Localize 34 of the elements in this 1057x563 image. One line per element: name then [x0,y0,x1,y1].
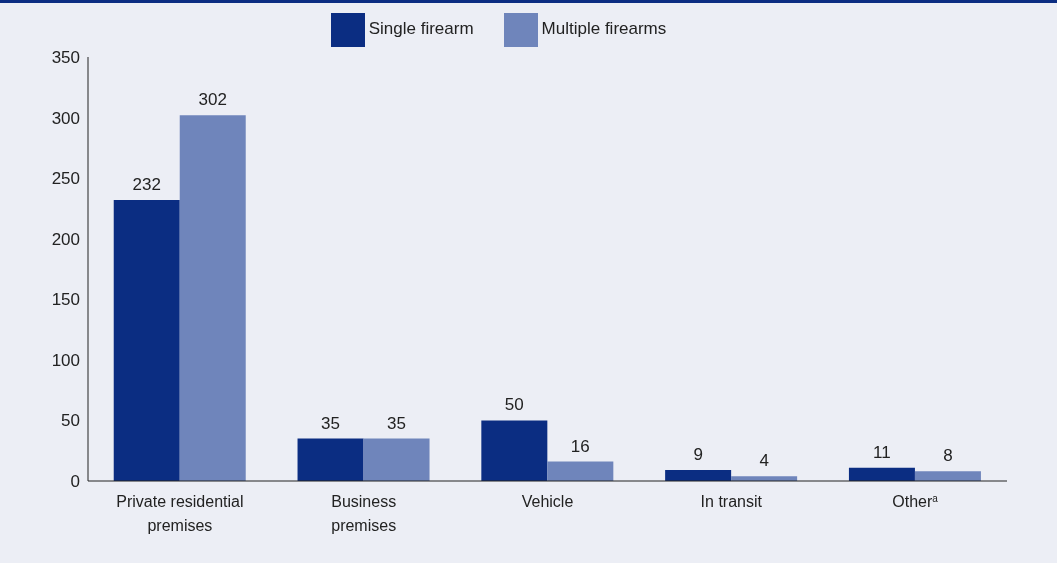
bar [665,470,732,481]
bar [297,438,364,481]
bar [481,420,548,481]
bar [848,467,915,481]
x-tick-label: Vehicle [521,493,574,510]
y-tick-label: 200 [51,229,80,249]
bar [914,471,981,481]
y-tick-label: 50 [61,411,80,431]
bar [363,438,430,481]
data-label: 11 [873,442,891,462]
data-label: 35 [387,413,406,433]
x-tick-label: Business premises [331,493,397,534]
data-label: 4 [759,451,769,471]
y-tick-label: 350 [51,48,80,68]
y-tick-label: 150 [51,290,80,310]
x-tick-label: In transit [700,493,763,510]
y-tick-label: 300 [51,108,80,128]
data-label: 9 [693,445,703,465]
data-label: 232 [132,174,161,194]
data-label: 302 [198,90,227,110]
y-tick-label: 250 [51,169,80,189]
x-tick-label: Private residential premises [116,493,244,534]
bar [547,461,614,481]
bar [179,115,246,481]
y-tick-label: 100 [51,350,80,370]
bar [113,199,180,481]
data-label: 35 [321,413,340,433]
data-label: 50 [504,395,524,415]
legend-label: Single firearm [368,19,474,39]
legend-label: Multiple firearms [541,19,667,39]
y-tick-label: 0 [70,472,80,492]
x-tick-label: Other$^{a}$ [892,492,939,510]
data-label: 8 [943,446,953,466]
data-label: 16 [570,436,590,456]
